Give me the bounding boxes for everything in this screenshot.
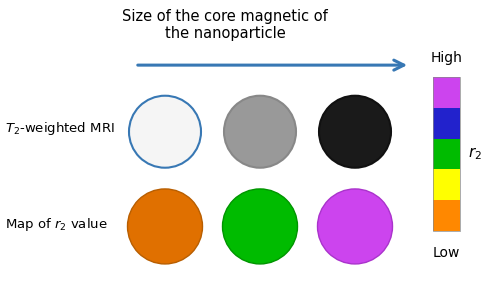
Bar xyxy=(432,169,460,200)
Bar xyxy=(432,77,460,108)
Bar xyxy=(432,108,460,139)
Text: Map of $r_2$ value: Map of $r_2$ value xyxy=(5,216,108,234)
Ellipse shape xyxy=(318,189,392,264)
Text: $r_2$: $r_2$ xyxy=(468,146,481,162)
Text: Size of the core magnetic of
the nanoparticle: Size of the core magnetic of the nanopar… xyxy=(122,9,328,41)
Ellipse shape xyxy=(128,189,202,264)
Ellipse shape xyxy=(224,96,296,168)
Ellipse shape xyxy=(129,96,201,168)
Ellipse shape xyxy=(222,189,298,264)
Ellipse shape xyxy=(319,96,391,168)
Text: Low: Low xyxy=(432,246,460,260)
Bar xyxy=(432,139,460,169)
Text: $T_2$-weighted MRI: $T_2$-weighted MRI xyxy=(5,120,114,137)
Text: High: High xyxy=(430,51,462,65)
Bar xyxy=(432,200,460,231)
Bar xyxy=(432,77,460,231)
